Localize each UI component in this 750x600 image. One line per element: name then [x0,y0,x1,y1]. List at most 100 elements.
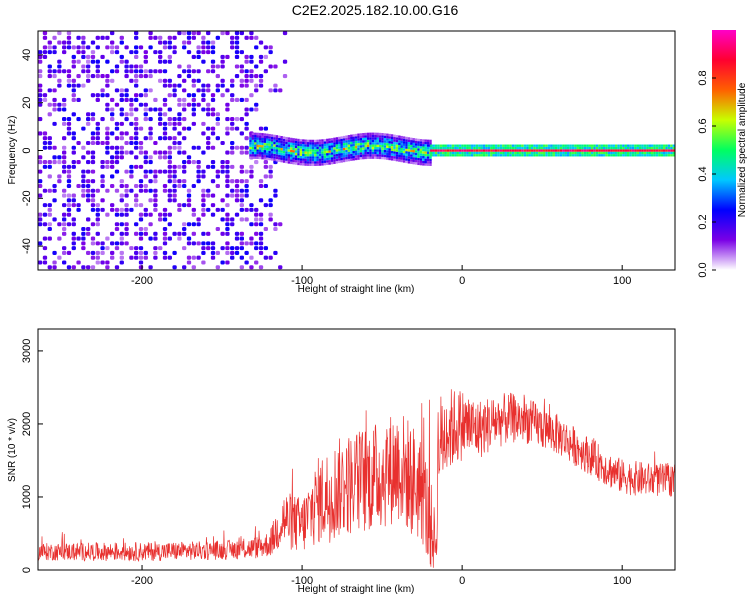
spectrogram-cell [105,140,110,146]
spectrogram-cell [66,45,72,50]
spectrogram-cell [86,198,91,203]
spectrogram-cell [583,146,587,150]
spectrogram-cell [299,139,303,142]
spectrogram-cell [390,148,394,151]
spectrogram-cell [374,142,377,145]
spectrogram-cell [311,139,315,143]
spectrogram-cell [514,151,517,155]
spectrogram-cell [134,140,139,146]
spectrogram-cell [588,144,591,147]
spectrogram-cell [345,156,348,160]
spectrogram-cell [523,146,527,150]
spectrogram-cell [509,154,512,157]
spectrogram-cell [95,231,100,236]
spectrogram-cell [429,156,432,159]
spectrogram-cell [273,153,276,157]
spectrogram-cell [523,144,527,147]
spectrogram-cell [134,231,139,236]
spectrogram-cell [244,241,249,246]
spectrogram-cell [530,146,534,150]
spectrogram-cell [258,183,264,189]
spectrogram-cell [590,144,594,147]
spectrogram-cell [258,132,262,136]
spectrogram-cell [66,179,72,184]
spectrogram-cell [81,83,86,88]
spectrogram-cell [309,144,312,147]
spectrogram-cell [304,158,307,162]
spectrogram-cell [76,83,81,88]
spectrogram-cell [172,50,177,55]
spectrogram-cell [81,69,86,74]
spectrogram-cell [134,97,139,102]
spectrogram-cell [278,140,281,143]
spectrogram-cell [564,154,567,157]
spectrogram-cell [294,143,298,146]
spectrogram-cell [434,146,438,150]
spectrogram-cell [167,236,172,241]
spectrogram-cell [294,155,298,158]
spectrogram-cell [210,112,216,117]
spectrogram-cell [186,160,192,165]
spectrogram-cell [562,154,565,157]
spectrogram-cell [280,143,283,146]
spectrogram-cell [225,226,230,232]
spectrogram-cell [402,136,406,139]
spectrogram-cell [177,102,182,107]
spectrogram-cell [143,255,148,260]
spectrogram-cell [638,146,642,150]
spectrogram-cell [369,134,372,138]
spectrogram-cell [285,136,288,140]
spectrogram-cell [502,146,505,150]
spectrogram-cell [256,132,259,136]
spectrogram-cell [610,154,613,157]
spectrogram-cell [350,144,353,147]
spectrogram-cell [71,203,76,208]
spectrogram-cell [249,149,252,152]
spectrogram-cell [119,222,124,227]
spectrogram-cell [354,155,358,158]
spectrogram-cell [143,69,148,74]
spectrogram-cell [342,135,346,139]
spectrogram-cell [595,151,599,155]
spectrogram-cell [95,260,100,265]
spectrogram-cell [62,150,67,155]
spectrogram-cell [210,212,216,217]
spectrogram-cell [42,203,48,208]
spectrogram-cell [354,143,358,146]
spectrogram-cell [342,150,346,153]
spectrogram-cell [381,144,384,148]
spectrogram-cell [648,151,651,155]
spectrogram-cell [485,149,488,152]
spectrogram-cell [114,188,120,193]
spectrogram-cell [220,59,225,64]
spectrogram-cell [177,150,182,155]
spectrogram-cell [220,164,225,169]
spectrogram-cell [201,45,206,50]
spectrogram-cell [665,146,668,150]
spectrogram-cell [530,154,534,157]
spectrogram-cell [326,162,329,166]
spectrogram-cell [314,161,317,164]
spectrogram-cell [201,121,206,126]
spectrogram-cell [134,69,139,74]
spectrogram-cell [374,151,377,155]
spectrogram-cell [275,135,279,138]
spectrogram-cell [393,146,396,149]
spectrogram-cell [47,40,52,45]
spectrogram-cell [378,156,382,160]
spectrogram-cell [302,144,305,147]
spectrogram-cell [261,147,264,150]
spectrogram-cell [395,142,399,145]
spectrogram-cell [172,88,177,93]
spectrogram-cell [225,174,230,179]
spectrogram-cell [42,140,48,146]
spectrogram-cell [138,236,144,241]
spectrogram-cell [566,149,570,152]
spectrogram-cell [258,137,262,141]
spectrogram-cell [466,144,469,147]
spectrogram-cell [138,260,144,265]
spectrogram-cell [526,154,529,157]
spectrogram-cell [383,135,387,139]
spectrogram-cell [47,112,52,117]
spectrogram-cell [523,149,527,152]
